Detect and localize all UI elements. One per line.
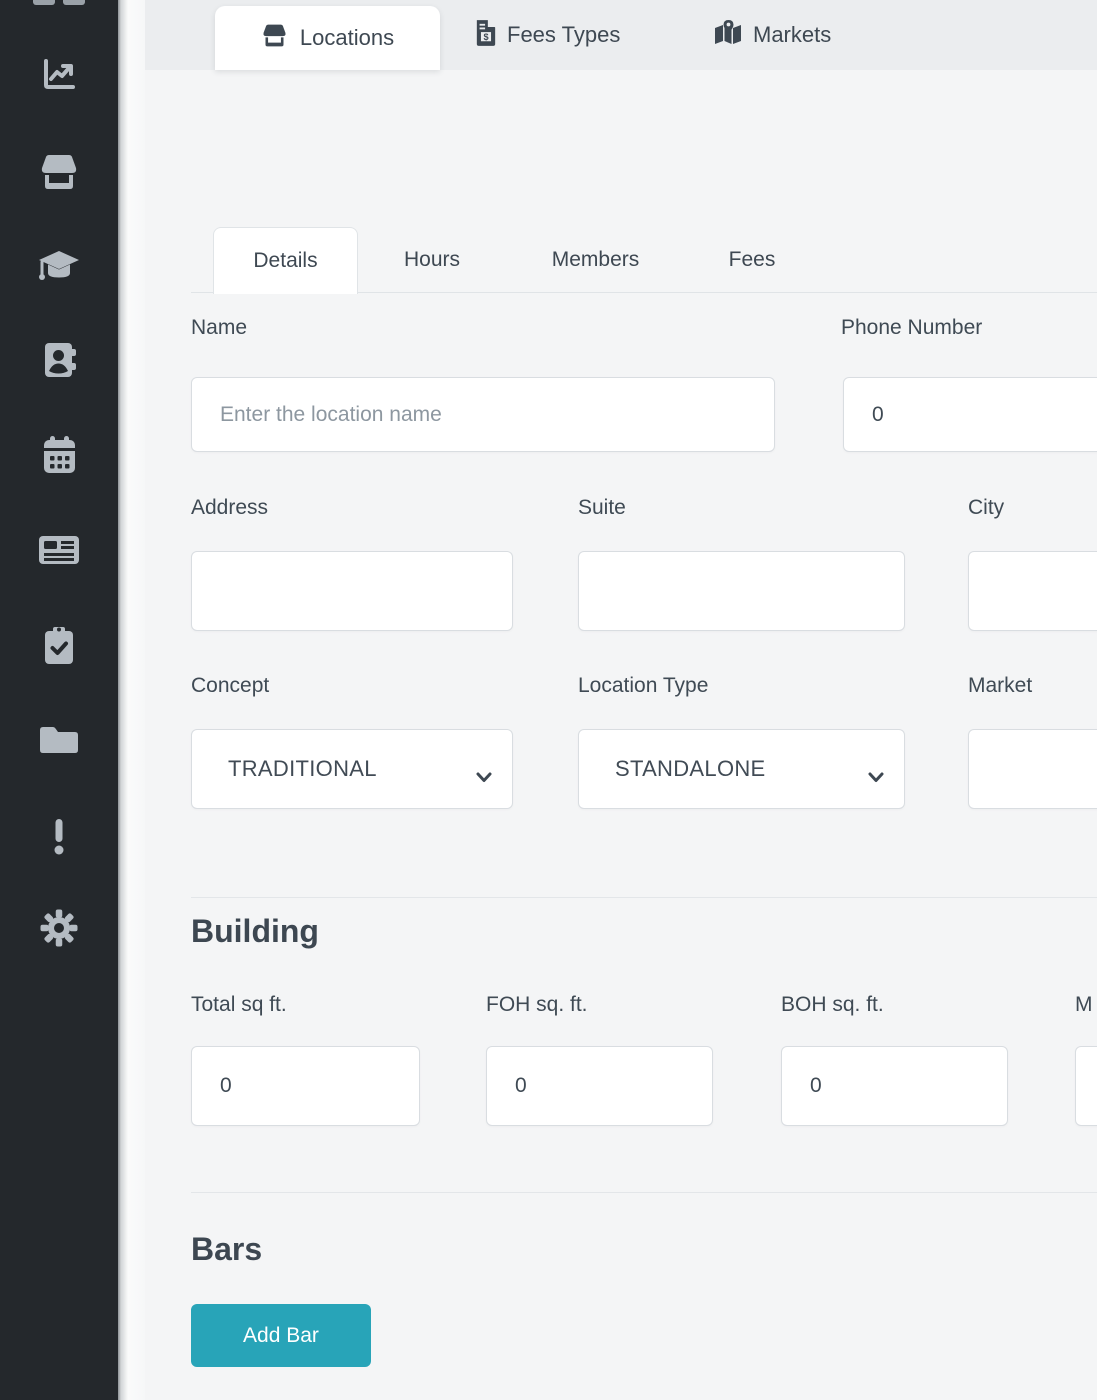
tab-markets-label: Markets	[753, 22, 832, 47]
phone-number-input[interactable]	[843, 377, 1097, 452]
exclamation-icon[interactable]	[0, 813, 118, 861]
chart-line-icon[interactable]	[0, 51, 118, 99]
location-type-select[interactable]: STANDALONE	[578, 729, 905, 809]
tab-locations-label: Locations	[299, 25, 395, 50]
file-invoice-dollar-icon: $	[475, 18, 497, 52]
total-sqft-input[interactable]	[191, 1046, 420, 1126]
tab-fees[interactable]: Fees	[728, 248, 776, 271]
building-heading: Building	[191, 913, 319, 949]
name-input[interactable]	[191, 377, 775, 452]
boh-sqft-label: BOH sq. ft.	[781, 993, 884, 1016]
newspaper-icon[interactable]	[0, 526, 118, 574]
bars-heading: Bars	[191, 1231, 263, 1267]
tab-fees-types[interactable]: $ Fees Types	[475, 0, 620, 70]
clipboard-check-icon[interactable]	[0, 622, 118, 670]
section-divider	[191, 1192, 1097, 1193]
market-input[interactable]	[968, 729, 1097, 809]
scrollbar[interactable]	[118, 0, 145, 1400]
top-tab-bar: Locations $ Fees Types	[145, 0, 1097, 70]
suite-input[interactable]	[578, 551, 905, 631]
tab-locations[interactable]: Locations	[215, 6, 440, 70]
truncated-field-label: M	[1075, 993, 1093, 1016]
tab-hours[interactable]: Hours	[403, 248, 461, 271]
section-divider	[191, 897, 1097, 898]
gear-icon[interactable]	[0, 904, 118, 952]
foh-sqft-label: FOH sq. ft.	[486, 993, 588, 1016]
address-label: Address	[191, 496, 269, 519]
tab-members[interactable]: Members	[551, 248, 640, 271]
phone-number-label: Phone Number	[841, 316, 983, 339]
city-label: City	[968, 496, 1005, 519]
inner-tab-bar: Details Hours Members Fees	[191, 227, 1097, 294]
chevron-down-icon	[868, 763, 884, 789]
map-marked-icon	[713, 19, 743, 51]
address-book-icon[interactable]	[0, 336, 118, 384]
store-icon	[261, 23, 288, 53]
app-partial-icon[interactable]	[0, 0, 118, 8]
market-label: Market	[968, 674, 1033, 697]
calendar-icon[interactable]	[0, 431, 118, 479]
location-details-panel: Details Hours Members Fees Name Phone Nu…	[145, 70, 1097, 1400]
concept-select-value: TRADITIONAL	[228, 756, 377, 781]
foh-sqft-input[interactable]	[486, 1046, 713, 1126]
address-input[interactable]	[191, 551, 513, 631]
chevron-down-icon	[476, 763, 492, 789]
folder-icon[interactable]	[0, 716, 118, 764]
city-input[interactable]	[968, 551, 1097, 631]
concept-select[interactable]: TRADITIONAL	[191, 729, 513, 809]
svg-text:$: $	[483, 31, 488, 41]
location-type-select-value: STANDALONE	[615, 756, 766, 781]
concept-label: Concept	[191, 674, 270, 697]
tab-fees-types-label: Fees Types	[507, 22, 621, 47]
truncated-field-input[interactable]	[1075, 1046, 1097, 1126]
add-bar-button[interactable]: Add Bar	[191, 1304, 371, 1367]
tab-details[interactable]: Details	[213, 227, 358, 294]
store-icon[interactable]	[0, 148, 118, 196]
graduation-cap-icon[interactable]	[0, 242, 118, 290]
name-label: Name	[191, 316, 248, 339]
tab-markets[interactable]: Markets	[713, 0, 831, 70]
sidebar-nav	[0, 0, 118, 1400]
total-sqft-label: Total sq ft.	[191, 993, 287, 1016]
location-type-label: Location Type	[578, 674, 709, 697]
suite-label: Suite	[578, 496, 626, 519]
boh-sqft-input[interactable]	[781, 1046, 1008, 1126]
